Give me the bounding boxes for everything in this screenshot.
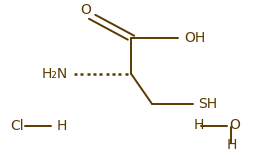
Text: H: H: [57, 119, 68, 133]
Text: Cl: Cl: [10, 119, 24, 133]
Text: H₂N: H₂N: [41, 67, 68, 81]
Text: H: H: [193, 118, 204, 132]
Text: O: O: [230, 118, 240, 132]
Text: OH: OH: [184, 31, 205, 45]
Text: H: H: [227, 138, 237, 152]
Text: O: O: [80, 3, 91, 17]
Text: SH: SH: [198, 97, 217, 111]
